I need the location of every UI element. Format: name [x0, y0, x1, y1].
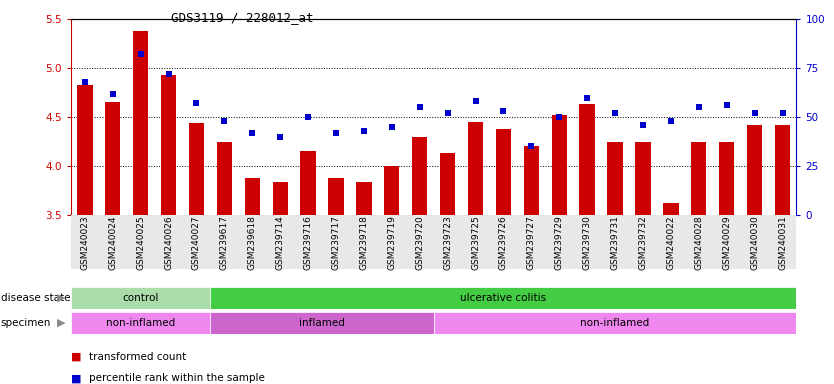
Point	[413, 104, 426, 111]
Point	[608, 110, 621, 116]
Text: ■: ■	[71, 352, 82, 362]
Point	[748, 110, 761, 116]
Bar	[133, 31, 148, 215]
Text: GSM239725: GSM239725	[471, 215, 480, 270]
Bar	[188, 123, 204, 215]
Bar	[300, 151, 316, 215]
Text: GSM239617: GSM239617	[220, 215, 229, 270]
Bar	[217, 142, 232, 215]
Point	[636, 122, 650, 128]
Bar	[551, 115, 567, 215]
Point	[580, 94, 594, 101]
Bar	[273, 182, 288, 215]
Point	[162, 71, 175, 77]
Text: ■: ■	[71, 373, 82, 383]
Point	[357, 128, 370, 134]
Point	[525, 144, 538, 150]
Text: GSM240027: GSM240027	[192, 215, 201, 270]
Text: GSM240023: GSM240023	[80, 215, 89, 270]
Text: GSM240022: GSM240022	[666, 215, 676, 270]
Point	[301, 114, 314, 120]
Text: GSM239717: GSM239717	[331, 215, 340, 270]
Bar	[607, 142, 623, 215]
Text: GSM240026: GSM240026	[164, 215, 173, 270]
Bar	[719, 142, 735, 215]
Bar	[747, 125, 762, 215]
Bar	[636, 142, 651, 215]
Point	[692, 104, 706, 111]
Text: ▶: ▶	[57, 318, 65, 328]
Bar	[663, 203, 679, 215]
Text: percentile rank within the sample: percentile rank within the sample	[89, 373, 265, 383]
Text: specimen: specimen	[1, 318, 51, 328]
Text: GSM239729: GSM239729	[555, 215, 564, 270]
Bar	[468, 122, 483, 215]
Bar	[244, 178, 260, 215]
Point	[720, 102, 733, 108]
Bar	[440, 153, 455, 215]
Point	[274, 134, 287, 140]
Bar	[105, 103, 120, 215]
Text: disease state: disease state	[1, 293, 70, 303]
Bar	[580, 104, 595, 215]
Text: GSM239727: GSM239727	[527, 215, 536, 270]
Point	[134, 51, 148, 58]
Text: GSM239716: GSM239716	[304, 215, 313, 270]
Bar	[210, 312, 434, 334]
Text: control: control	[123, 293, 158, 303]
Point	[218, 118, 231, 124]
Bar	[495, 129, 511, 215]
Point	[497, 108, 510, 114]
Bar	[384, 166, 399, 215]
Text: transformed count: transformed count	[89, 352, 187, 362]
Bar	[210, 287, 796, 309]
Text: GSM240024: GSM240024	[108, 215, 118, 270]
Text: GSM240031: GSM240031	[778, 215, 787, 270]
Text: non-inflamed: non-inflamed	[106, 318, 175, 328]
Bar	[524, 147, 539, 215]
Bar	[434, 312, 796, 334]
Text: GSM239723: GSM239723	[443, 215, 452, 270]
Text: GSM240029: GSM240029	[722, 215, 731, 270]
Bar	[775, 125, 790, 215]
Text: GSM239618: GSM239618	[248, 215, 257, 270]
Text: GSM239714: GSM239714	[276, 215, 284, 270]
Point	[78, 79, 92, 85]
Point	[664, 118, 677, 124]
Bar	[71, 312, 210, 334]
Text: GSM240025: GSM240025	[136, 215, 145, 270]
Bar	[329, 178, 344, 215]
Point	[329, 130, 343, 136]
Text: GSM239730: GSM239730	[583, 215, 591, 270]
Text: inflamed: inflamed	[299, 318, 345, 328]
Point	[106, 91, 119, 97]
Point	[190, 100, 203, 106]
Bar	[691, 142, 706, 215]
Text: GSM240028: GSM240028	[694, 215, 703, 270]
Bar	[78, 85, 93, 215]
Text: GSM239718: GSM239718	[359, 215, 369, 270]
Bar	[412, 137, 427, 215]
Point	[441, 110, 455, 116]
Text: GSM239720: GSM239720	[415, 215, 425, 270]
Point	[245, 130, 259, 136]
Point	[469, 98, 482, 104]
Text: non-inflamed: non-inflamed	[580, 318, 650, 328]
Point	[776, 110, 789, 116]
Text: GDS3119 / 228012_at: GDS3119 / 228012_at	[171, 12, 314, 25]
Point	[553, 114, 566, 120]
Text: ▶: ▶	[57, 293, 65, 303]
Text: ulcerative colitis: ulcerative colitis	[460, 293, 546, 303]
Bar	[161, 75, 176, 215]
Text: GSM240030: GSM240030	[750, 215, 759, 270]
Bar	[356, 182, 372, 215]
Text: GSM239726: GSM239726	[499, 215, 508, 270]
Bar	[71, 287, 210, 309]
Text: GSM239719: GSM239719	[387, 215, 396, 270]
Point	[385, 124, 399, 130]
Text: GSM239732: GSM239732	[639, 215, 647, 270]
Text: GSM239731: GSM239731	[610, 215, 620, 270]
